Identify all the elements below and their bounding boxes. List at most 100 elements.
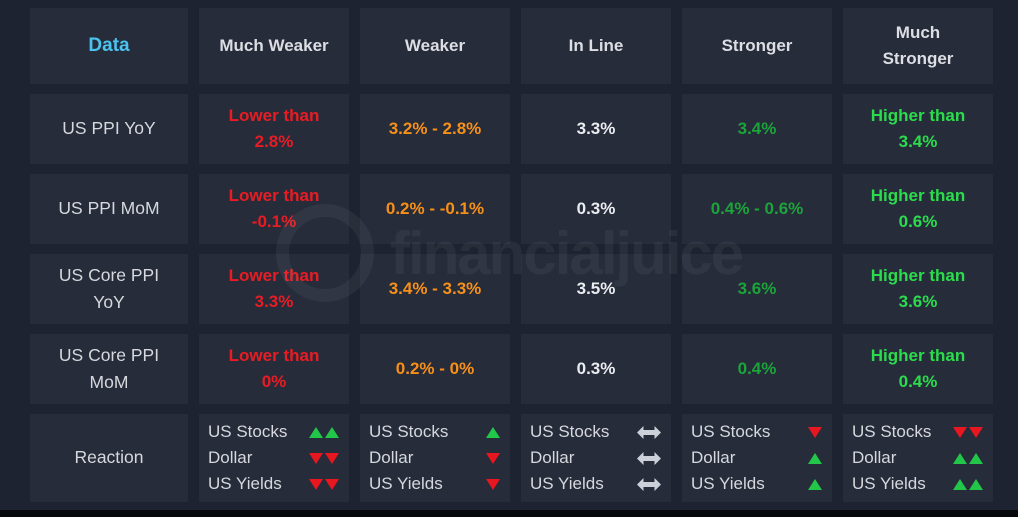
cell-us-core-ppi-mom-stronger: 0.4% — [682, 334, 832, 404]
arrow-group — [808, 478, 822, 490]
cell-value: Higher than 3.6% — [870, 265, 966, 311]
left-right-arrow-icon — [637, 425, 661, 439]
asset-label: Dollar — [208, 448, 253, 467]
arrow-group — [637, 451, 661, 465]
cell-us-ppi-mom-stronger: 0.4% - 0.6% — [682, 174, 832, 244]
cell-value: 0.3% — [576, 198, 616, 218]
cell-value: 3.2% - 2.8% — [388, 118, 482, 138]
down-arrow-icon — [486, 452, 500, 464]
arrow-group — [953, 452, 983, 464]
cell-value: 3.5% — [576, 278, 616, 298]
down-arrow-icon — [486, 478, 500, 490]
up-arrow-icon — [953, 452, 967, 464]
asset-label: US Yields — [369, 474, 443, 493]
reaction-line: Dollar — [369, 445, 500, 471]
reaction-line: US Yields — [852, 471, 983, 497]
cell-us-core-ppi-yoy-much-stronger: Higher than 3.6% — [843, 254, 993, 324]
cell-value: 0.3% — [576, 358, 616, 378]
cell-value: Lower than -0.1% — [228, 185, 320, 231]
header-cell-stronger: Stronger — [682, 8, 832, 84]
asset-label: US Stocks — [530, 422, 610, 441]
cell-us-core-ppi-mom-in-line: 0.3% — [521, 334, 671, 404]
reaction-line: US Yields — [208, 471, 339, 497]
row-label-text: Reaction — [74, 447, 144, 468]
cell-us-ppi-yoy-weaker: 3.2% - 2.8% — [360, 94, 510, 164]
asset-label: US Stocks — [208, 422, 288, 441]
cell-us-core-ppi-yoy-much-weaker: Lower than 3.3% — [199, 254, 349, 324]
down-arrow-icon — [969, 426, 983, 438]
arrow-group — [309, 478, 339, 490]
cell-reaction-much-stronger: US Stocks Dollar US Yields — [843, 414, 993, 502]
reaction-line: Dollar — [208, 445, 339, 471]
cell-reaction-in-line: US Stocks Dollar US Yields — [521, 414, 671, 502]
down-arrow-icon — [309, 452, 323, 464]
arrow-group — [953, 478, 983, 490]
cell-value: Lower than 3.3% — [228, 265, 320, 311]
header-cell-much-weaker: Much Weaker — [199, 8, 349, 84]
reaction-line: US Stocks — [369, 419, 500, 445]
header-label: Stronger — [721, 35, 793, 55]
cell-us-core-ppi-yoy-stronger: 3.6% — [682, 254, 832, 324]
down-arrow-icon — [808, 426, 822, 438]
up-arrow-icon — [325, 426, 339, 438]
asset-label: Dollar — [852, 448, 897, 467]
header-cell-weaker: Weaker — [360, 8, 510, 84]
row-label-us-ppi-mom: US PPI MoM — [30, 174, 188, 244]
up-arrow-icon — [486, 426, 500, 438]
asset-label: US Stocks — [852, 422, 932, 441]
arrow-group — [486, 452, 500, 464]
asset-label: Dollar — [530, 448, 575, 467]
scenario-table: Data Much Weaker Weaker In Line Stronger Much… — [30, 8, 993, 502]
header-cell-in-line: In Line — [521, 8, 671, 84]
cell-value: 0.2% - 0% — [395, 358, 475, 378]
arrow-group — [486, 426, 500, 438]
down-arrow-icon — [325, 452, 339, 464]
cell-value: 0.4% - 0.6% — [710, 198, 804, 218]
cell-value: Lower than 0% — [228, 345, 320, 391]
asset-label: US Stocks — [691, 422, 771, 441]
left-right-arrow-icon — [637, 477, 661, 491]
reaction-line: Dollar — [691, 445, 822, 471]
arrow-group — [808, 426, 822, 438]
cell-value: Higher than 0.4% — [870, 345, 966, 391]
cell-us-ppi-yoy-much-weaker: Lower than 2.8% — [199, 94, 349, 164]
cell-value: 3.3% — [576, 118, 616, 138]
reaction-line: Dollar — [530, 445, 661, 471]
asset-label: US Yields — [691, 474, 765, 493]
row-label-us-core-ppi-mom: US Core PPI MoM — [30, 334, 188, 404]
bottom-border — [0, 510, 1018, 517]
cell-us-ppi-yoy-in-line: 3.3% — [521, 94, 671, 164]
cell-value: Higher than 3.4% — [870, 105, 966, 151]
arrow-group — [808, 452, 822, 464]
cell-us-ppi-mom-weaker: 0.2% - -0.1% — [360, 174, 510, 244]
reaction-line: Dollar — [852, 445, 983, 471]
cell-us-core-ppi-mom-much-stronger: Higher than 0.4% — [843, 334, 993, 404]
header-label: Data — [88, 35, 130, 57]
cell-value: 0.4% — [737, 358, 777, 378]
header-label: Weaker — [404, 35, 466, 55]
cell-value: 3.6% — [737, 278, 777, 298]
up-arrow-icon — [953, 478, 967, 490]
row-label-text: US Core PPI YoY — [58, 264, 160, 312]
cell-reaction-weaker: US Stocks Dollar US Yields — [360, 414, 510, 502]
asset-label: US Yields — [208, 474, 282, 493]
asset-label: US Yields — [530, 474, 604, 493]
header-label: In Line — [568, 35, 624, 55]
asset-label: US Yields — [852, 474, 926, 493]
down-arrow-icon — [309, 478, 323, 490]
asset-label: Dollar — [369, 448, 414, 467]
row-label-reaction: Reaction — [30, 414, 188, 502]
cell-us-core-ppi-yoy-weaker: 3.4% - 3.3% — [360, 254, 510, 324]
row-label-text: US Core PPI MoM — [58, 344, 160, 392]
row-label-text: US PPI MoM — [58, 198, 160, 219]
header-label: Much Weaker — [219, 35, 329, 55]
reaction-line: US Stocks — [691, 419, 822, 445]
cell-value: 3.4% - 3.3% — [388, 278, 482, 298]
header-cell-data: Data — [30, 8, 188, 84]
arrow-group — [309, 452, 339, 464]
cell-us-ppi-yoy-much-stronger: Higher than 3.4% — [843, 94, 993, 164]
arrow-group — [637, 477, 661, 491]
cell-us-ppi-mom-much-weaker: Lower than -0.1% — [199, 174, 349, 244]
reaction-line: US Yields — [369, 471, 500, 497]
